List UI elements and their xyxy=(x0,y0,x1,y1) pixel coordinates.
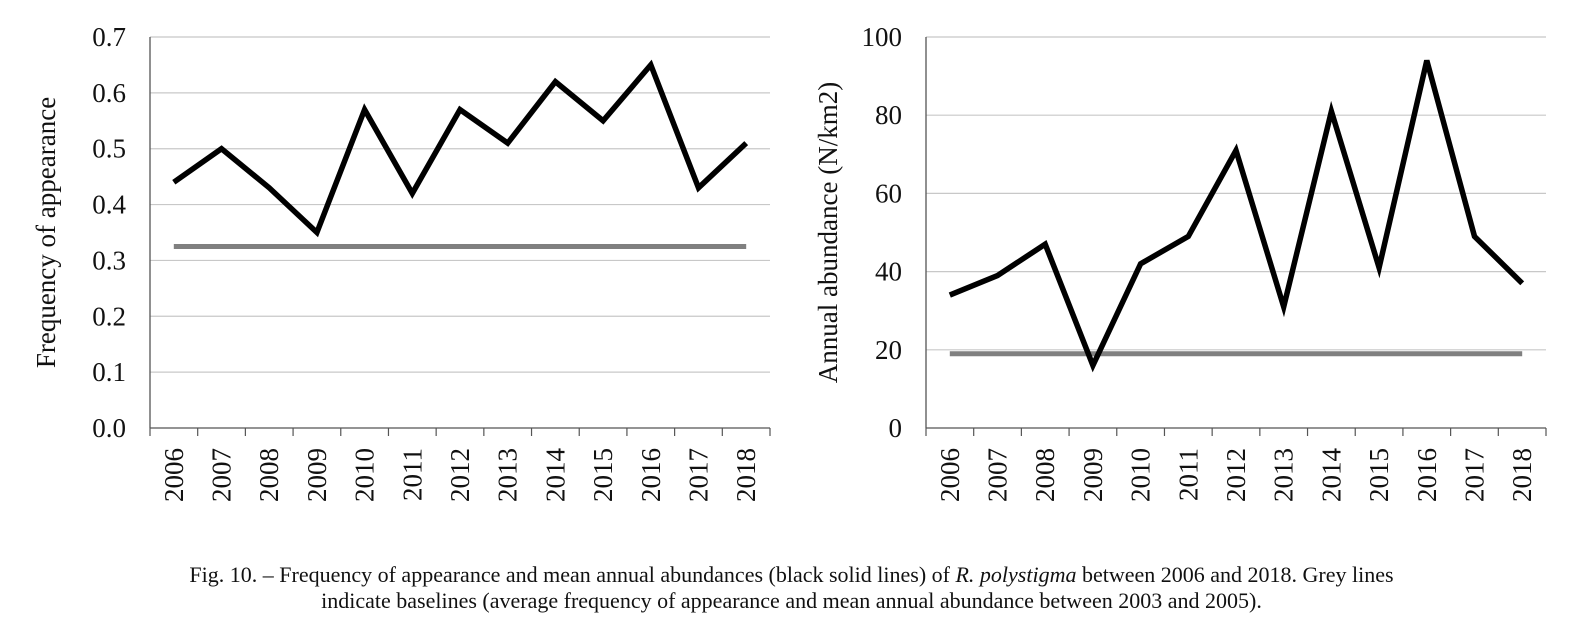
main-series-line xyxy=(948,59,1525,373)
frequency-chart: 0.0 0.1 0.2 0.3 0.4 0.5 0.6 0.7 2006 2007 2008 2009… xyxy=(31,22,771,503)
y-axis-title: Annual abundance (N/km2) xyxy=(813,82,843,383)
figure-caption: Fig. 10. – Frequency of appearance and m… xyxy=(0,562,1583,614)
x-tick-label: 2008 xyxy=(254,448,284,502)
caption-species: R. polystigma xyxy=(955,562,1077,587)
x-tick-label: 2009 xyxy=(1078,448,1108,502)
y-tick-label: 40 xyxy=(875,257,902,287)
x-tick-label: 2010 xyxy=(1126,448,1156,502)
y-tick-label: 0.3 xyxy=(92,245,126,275)
x-tick-label: 2007 xyxy=(207,448,237,502)
y-tick-label: 0.4 xyxy=(92,190,126,220)
x-tick-label: 2013 xyxy=(493,448,523,502)
y-tick-label: 100 xyxy=(862,22,903,52)
abundance-chart: 0 20 40 60 80 100 2006 2007 2008 2009 2010 2011 2012… xyxy=(813,22,1547,503)
y-tick-label: 0.0 xyxy=(92,413,126,443)
caption-line-2: indicate baselines (average frequency of… xyxy=(321,588,1262,613)
x-tick-label: 2014 xyxy=(1316,448,1346,503)
main-series-line xyxy=(172,59,749,238)
y-tick-label: 0.1 xyxy=(92,357,126,387)
x-tick-label: 2015 xyxy=(1364,448,1394,502)
figure: 0.0 0.1 0.2 0.3 0.4 0.5 0.6 0.7 2006 2007 2008 2009… xyxy=(31,22,1547,503)
x-tick-label: 2016 xyxy=(1412,448,1442,502)
y-tick-label: 0 xyxy=(889,413,903,443)
caption-prefix: Fig. 10. – Frequency of appearance and m… xyxy=(189,562,956,587)
x-tick-label: 2009 xyxy=(302,448,332,502)
x-tick-label: 2016 xyxy=(636,448,666,502)
x-tick-label: 2010 xyxy=(350,448,380,502)
x-tick-label: 2018 xyxy=(1507,448,1537,502)
y-tick-label: 20 xyxy=(875,335,902,365)
x-tick-label: 2013 xyxy=(1269,448,1299,502)
x-tick-label: 2015 xyxy=(588,448,618,502)
x-tick-label: 2012 xyxy=(1221,448,1251,502)
y-tick-label: 0.6 xyxy=(92,78,126,108)
y-axis-title: Frequency of appearance xyxy=(31,97,61,368)
x-tick-label: 2018 xyxy=(731,448,761,502)
y-tick-label: 0.2 xyxy=(92,301,126,331)
x-tick-label: 2014 xyxy=(540,448,570,503)
y-tick-label: 80 xyxy=(875,100,902,130)
caption-suffix: between 2006 and 2018. Grey lines xyxy=(1076,562,1394,587)
x-tick-label: 2008 xyxy=(1030,448,1060,502)
x-tick-label: 2012 xyxy=(445,448,475,502)
x-tick-label: 2011 xyxy=(397,448,427,501)
x-tick-label: 2006 xyxy=(159,448,189,502)
x-tick-label: 2006 xyxy=(935,448,965,502)
x-tick-label: 2017 xyxy=(1459,448,1489,502)
x-tick-label: 2011 xyxy=(1173,448,1203,501)
x-tick-label: 2007 xyxy=(983,448,1013,502)
y-tick-label: 60 xyxy=(875,178,902,208)
y-tick-label: 0.7 xyxy=(92,22,126,52)
x-tick-label: 2017 xyxy=(683,448,713,502)
y-tick-label: 0.5 xyxy=(92,134,126,164)
